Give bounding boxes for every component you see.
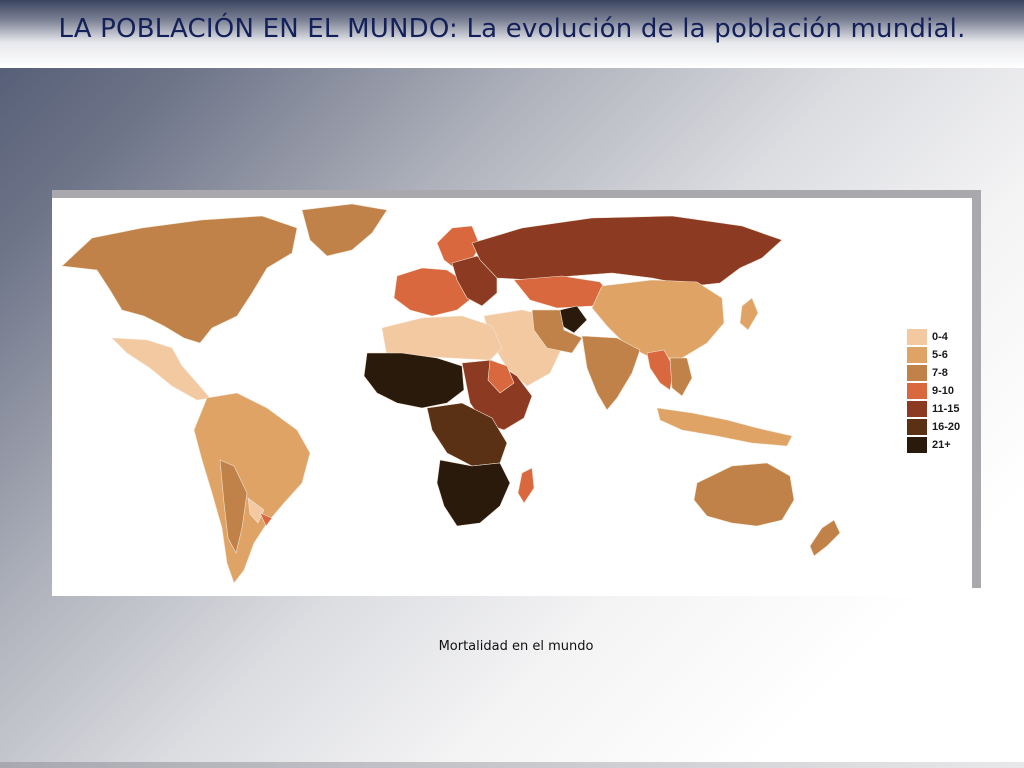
legend-swatch bbox=[907, 401, 927, 417]
legend-label: 9-10 bbox=[932, 385, 955, 397]
legend-label: 5-6 bbox=[932, 349, 948, 361]
southeast-asia-region bbox=[646, 349, 675, 391]
australia-region bbox=[693, 462, 795, 527]
horn-of-africa-region bbox=[487, 359, 515, 394]
andes-region bbox=[219, 459, 248, 554]
map-caption: Mortalidad en el mundo bbox=[438, 639, 594, 654]
world-mortality-map bbox=[61, 203, 841, 584]
legend-swatch bbox=[907, 347, 927, 363]
uruguay-region bbox=[259, 512, 273, 527]
southern-cone-region bbox=[247, 497, 265, 524]
japan-region bbox=[739, 297, 759, 331]
map-legend: 0-4 5-6 7-8 9-10 11-15 16-20 21+ bbox=[907, 328, 967, 454]
legend-swatch bbox=[907, 365, 927, 381]
western-europe-region bbox=[393, 267, 473, 317]
legend-swatch bbox=[907, 437, 927, 453]
legend-label: 0-4 bbox=[932, 331, 948, 343]
legend-item: 16-20 bbox=[907, 418, 967, 436]
legend-item: 21+ bbox=[907, 436, 967, 454]
legend-swatch bbox=[907, 383, 927, 399]
legend-swatch bbox=[907, 329, 927, 345]
legend-item: 5-6 bbox=[907, 346, 967, 364]
southern-africa-region bbox=[436, 459, 511, 527]
legend-item: 9-10 bbox=[907, 382, 967, 400]
indonesia-region bbox=[656, 407, 793, 447]
madagascar-region bbox=[517, 467, 535, 504]
legend-swatch bbox=[907, 419, 927, 435]
legend-item: 7-8 bbox=[907, 364, 967, 382]
legend-label: 21+ bbox=[932, 439, 951, 451]
legend-label: 16-20 bbox=[932, 421, 961, 433]
title-bar: LA POBLACIÓN EN EL MUNDO: La evolución d… bbox=[0, 0, 1024, 68]
legend-item: 11-15 bbox=[907, 400, 967, 418]
west-africa-region bbox=[363, 352, 465, 409]
bottom-strip bbox=[0, 762, 1024, 768]
new-zealand-region bbox=[809, 519, 841, 557]
russia-region bbox=[471, 215, 783, 287]
legend-label: 11-15 bbox=[932, 403, 960, 415]
mexico-region bbox=[111, 337, 211, 401]
china-mongolia-region bbox=[591, 279, 725, 359]
legend-item: 0-4 bbox=[907, 328, 967, 346]
indochina-region bbox=[669, 357, 693, 397]
world-map-panel: 0-4 5-6 7-8 9-10 11-15 16-20 21+ bbox=[52, 198, 972, 596]
greenland-region bbox=[301, 203, 388, 257]
iran-pakistan-region bbox=[531, 309, 583, 354]
north-america-region bbox=[61, 215, 298, 344]
page-title: LA POBLACIÓN EN EL MUNDO: La evolución d… bbox=[58, 14, 966, 44]
south-america-region bbox=[193, 392, 311, 584]
india-region bbox=[581, 335, 641, 411]
legend-label: 7-8 bbox=[932, 367, 948, 379]
